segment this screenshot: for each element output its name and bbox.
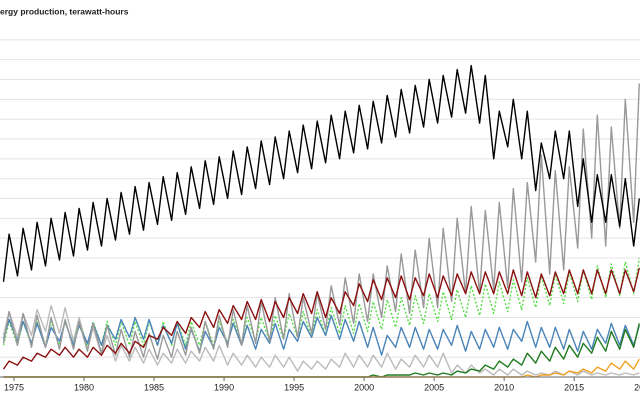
series-line [2,267,640,370]
x-tick-label: 2010 [494,382,514,392]
series-line [2,64,640,282]
series-line [3,358,640,378]
x-tick-label: 1975 [4,382,24,392]
series-line [2,83,640,360]
x-tick-label: 2020 [634,382,640,392]
x-tick-label: 1985 [144,382,164,392]
x-tick-label: 2015 [564,382,584,392]
x-tick-label: 1990 [214,382,234,392]
series-line [2,257,640,346]
series-line [2,314,640,356]
chart-title: ergy production, terawatt-hours [0,6,129,16]
series-line [3,323,640,378]
x-tick-label: 1980 [74,382,94,392]
x-tick-label: 1995 [284,382,304,392]
x-tick-label: 2000 [354,382,374,392]
series-line [2,304,640,376]
x-tick-label: 2005 [424,382,444,392]
